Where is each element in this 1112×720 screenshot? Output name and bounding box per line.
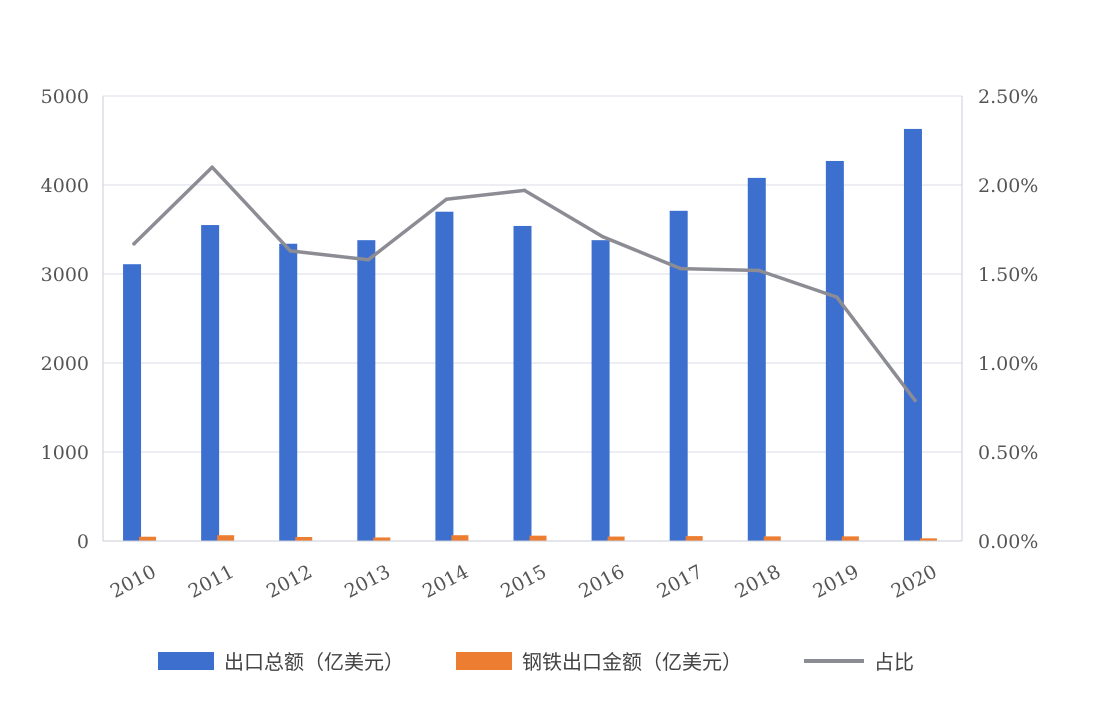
line-ratio-point [678, 266, 683, 271]
right-y-tick-label: 2.00% [978, 175, 1038, 197]
bar-export-total [669, 210, 688, 541]
left-y-tick-label: 5000 [41, 86, 89, 108]
line-ratio-point [600, 234, 605, 239]
bar-steel-export [295, 536, 313, 541]
bar-steel-export [217, 535, 235, 541]
bar-steel-export [607, 536, 625, 541]
bar-steel-export [529, 535, 547, 541]
bar-export-total [903, 128, 922, 541]
bar-export-total [435, 211, 454, 541]
x-tick-label: 2019 [810, 561, 863, 603]
x-tick-label: 2020 [888, 561, 941, 603]
bars [123, 128, 937, 542]
line-ratio-point [835, 295, 839, 299]
bar-export-total [747, 177, 766, 541]
right-y-tick-label: 1.00% [978, 353, 1038, 375]
bar-steel-export [373, 537, 391, 541]
legend-swatch [456, 652, 512, 670]
line-ratio-point [288, 249, 293, 253]
ratio-line [132, 165, 917, 403]
bar-steel-export [139, 536, 157, 541]
line-ratio-point [756, 268, 761, 273]
bar-steel-export [685, 536, 703, 541]
legend-label: 出口总额（亿美元） [224, 650, 404, 674]
line-ratio-point [132, 241, 136, 246]
left-y-tick-label: 1000 [41, 442, 89, 464]
x-tick-label: 2017 [653, 561, 706, 603]
legend-label: 占比 [874, 650, 914, 674]
bar-steel-export [919, 538, 937, 541]
x-tick-label: 2011 [185, 561, 238, 603]
x-tick-label: 2012 [263, 561, 316, 603]
left-y-tick-label: 0 [77, 531, 89, 553]
left-y-tick-label: 4000 [41, 175, 89, 197]
line-ratio-point [366, 257, 371, 262]
bar-export-total [591, 240, 610, 541]
bar-export-total [123, 264, 142, 541]
x-tick-label: 2010 [107, 561, 160, 603]
right-y-tick-label: 0.50% [978, 442, 1038, 464]
bar-steel-export [841, 536, 859, 541]
right-y-tick-label: 2.50% [978, 86, 1038, 108]
bar-export-total [201, 225, 220, 542]
left-y-tick-label: 3000 [41, 264, 89, 286]
legend: 出口总额（亿美元） 钢铁出口金额（亿美元） 占比 [158, 650, 914, 674]
x-tick-label: 2016 [575, 561, 628, 603]
bar-export-total [357, 240, 376, 541]
x-tick-label: 2014 [419, 561, 472, 603]
legend-label: 钢铁出口金额（亿美元） [522, 650, 742, 674]
bar-export-total [279, 243, 298, 542]
bar-steel-export [763, 536, 781, 541]
x-tick-label: 2013 [341, 561, 394, 603]
right-y-tick-label: 0.00% [978, 531, 1038, 553]
x-tick-label: 2015 [497, 561, 550, 603]
bar-export-total [513, 225, 532, 541]
line-ratio-point [522, 188, 527, 193]
x-tick-label: 2018 [731, 561, 784, 603]
bar-steel-export [451, 535, 469, 541]
line-ratio-point [210, 165, 214, 169]
legend-swatch [158, 652, 214, 670]
axes: 0 0.00% 1000 0.50% 2000 1.00% 3000 1.50% 4000 2.0… [41, 86, 1039, 603]
bar-export-total [825, 160, 844, 541]
line-ratio-point [913, 398, 917, 403]
line-ratio-point [444, 197, 449, 202]
right-y-tick-label: 1.50% [978, 264, 1038, 286]
left-y-tick-label: 2000 [41, 353, 89, 375]
